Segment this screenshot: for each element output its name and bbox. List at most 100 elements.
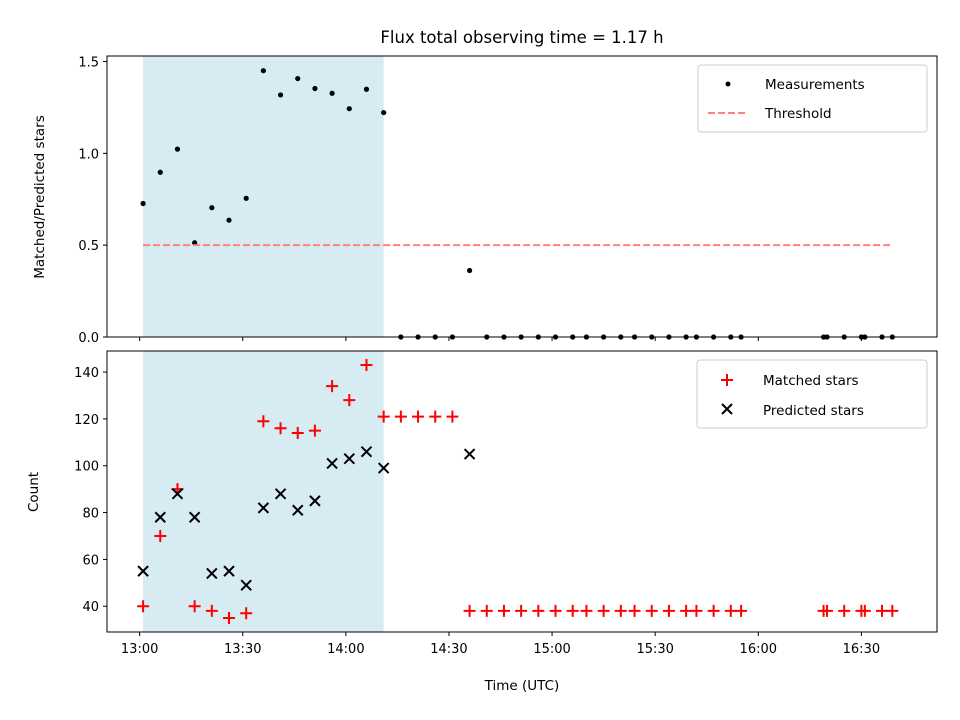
matched-star-point (137, 600, 150, 613)
bottom-y-tick-label: 60 (82, 553, 99, 568)
matched-star-point (377, 410, 390, 423)
matched-star-point (446, 410, 459, 423)
matched-star-point (205, 604, 218, 617)
matched-star-point (597, 604, 610, 617)
predicted-star-point (360, 445, 373, 458)
measurement-point (295, 75, 301, 82)
predicted-star-point (274, 488, 287, 500)
top-y-tick-label: 1.0 (78, 147, 99, 162)
matched-star-point (858, 604, 871, 617)
x-tick-label: 16:30 (843, 642, 880, 657)
matched-star-point (223, 611, 236, 624)
measurement-point (192, 240, 198, 246)
matched-star-point (735, 604, 748, 617)
bottom-x-ticks: 13:00 13:30 14:00 14:30 15:00 15:30 16:00 16:30 (121, 632, 880, 657)
predicted-star-point (292, 504, 304, 516)
predicted-star-point (188, 511, 201, 523)
legend-predicted-marker (721, 403, 733, 415)
matched-star-point (257, 415, 270, 428)
predicted-star-point (171, 488, 184, 500)
matched-star-point (580, 604, 593, 617)
x-tick-label: 13:30 (224, 642, 261, 657)
legend-matched-marker (721, 374, 733, 386)
matched-star-point (497, 604, 510, 617)
legend-predicted-label: Predicted stars (763, 403, 864, 419)
top-shaded-region (143, 56, 384, 337)
top-y-tick-label: 0.0 (78, 331, 99, 346)
matched-star-point (566, 604, 579, 617)
matched-star-point (886, 604, 899, 617)
measurement-point (260, 68, 266, 74)
top-axes: 0.0 0.5 1.0 1.5 Matched/Predicted stars Mea… (32, 55, 938, 346)
matched-star-point (412, 410, 425, 423)
bottom-y-tick-label: 100 (74, 460, 99, 475)
predicted-star-point (377, 462, 390, 474)
predicted-star-point (463, 448, 476, 460)
chart-title: Flux total observing time = 1.17 h (380, 28, 663, 47)
measurement-point (466, 267, 473, 274)
measurement-point (209, 205, 215, 211)
bottom-y-tick-label: 40 (82, 600, 99, 615)
legend-threshold-label: Threshold (764, 106, 832, 122)
matched-star-point (628, 604, 641, 617)
measurement-point (243, 195, 249, 201)
predicted-star-point (343, 453, 356, 465)
measurement-point (157, 169, 163, 175)
matched-star-point (326, 380, 339, 393)
matched-star-point (549, 604, 562, 617)
bottom-y-axis-label: Count (26, 472, 42, 512)
legend-measurements-label: Measurements (765, 77, 865, 93)
x-tick-label: 15:00 (533, 642, 570, 657)
bottom-y-tick-label: 140 (74, 366, 99, 381)
legend-measurements-marker (725, 81, 731, 87)
bottom-y-tick-label: 80 (82, 507, 99, 522)
matched-star-point (463, 604, 476, 617)
matched-star-point (274, 422, 287, 435)
bottom-legend-frame (696, 359, 928, 429)
predicted-star-point (240, 579, 252, 591)
bottom-axes-frame (106, 350, 938, 633)
top-y-ticks: 0.0 0.5 1.0 1.5 (78, 56, 107, 346)
matched-star-point (429, 410, 442, 423)
x-axis-label: Time (UTC) (484, 678, 560, 694)
matched-star-point (343, 394, 356, 407)
measurement-point (346, 106, 352, 112)
legend-matched-label: Matched stars (763, 373, 859, 389)
matched-star-point (662, 604, 675, 617)
measurement-point (140, 200, 146, 207)
top-y-tick-label: 0.5 (78, 239, 99, 254)
matched-star-point (515, 604, 528, 617)
x-tick-label: 13:00 (121, 642, 158, 657)
predicted-star-point (326, 457, 338, 470)
bottom-plot-area (137, 359, 899, 624)
top-axes-frame (106, 55, 938, 338)
x-tick-label: 16:00 (740, 642, 777, 657)
bottom-y-ticks: 40 60 80 100 120 140 (74, 366, 107, 615)
predicted-star-point (223, 565, 235, 577)
measurement-point (381, 109, 387, 116)
matched-star-point (821, 604, 834, 617)
matched-star-point (308, 424, 321, 437)
matched-star-point (188, 600, 201, 613)
predicted-star-point (257, 502, 270, 514)
top-legend-frame (697, 64, 928, 133)
matched-star-point (614, 604, 627, 617)
predicted-star-point (309, 495, 321, 507)
measurement-point (277, 92, 284, 98)
matched-star-point (645, 604, 658, 617)
x-tick-label: 14:00 (327, 642, 364, 657)
matched-star-point (532, 604, 545, 617)
predicted-star-point (137, 565, 149, 577)
matched-star-point (707, 604, 720, 617)
matched-star-point (838, 604, 851, 617)
matched-star-point (690, 604, 703, 617)
x-tick-label: 14:30 (430, 642, 467, 657)
measurement-point (363, 86, 370, 92)
measurement-point (174, 146, 181, 152)
top-x-ticks (139, 337, 862, 341)
matched-star-point (724, 604, 737, 617)
measurement-point (312, 85, 318, 92)
bottom-y-tick-label: 120 (74, 413, 99, 428)
predicted-star-point (206, 567, 218, 580)
